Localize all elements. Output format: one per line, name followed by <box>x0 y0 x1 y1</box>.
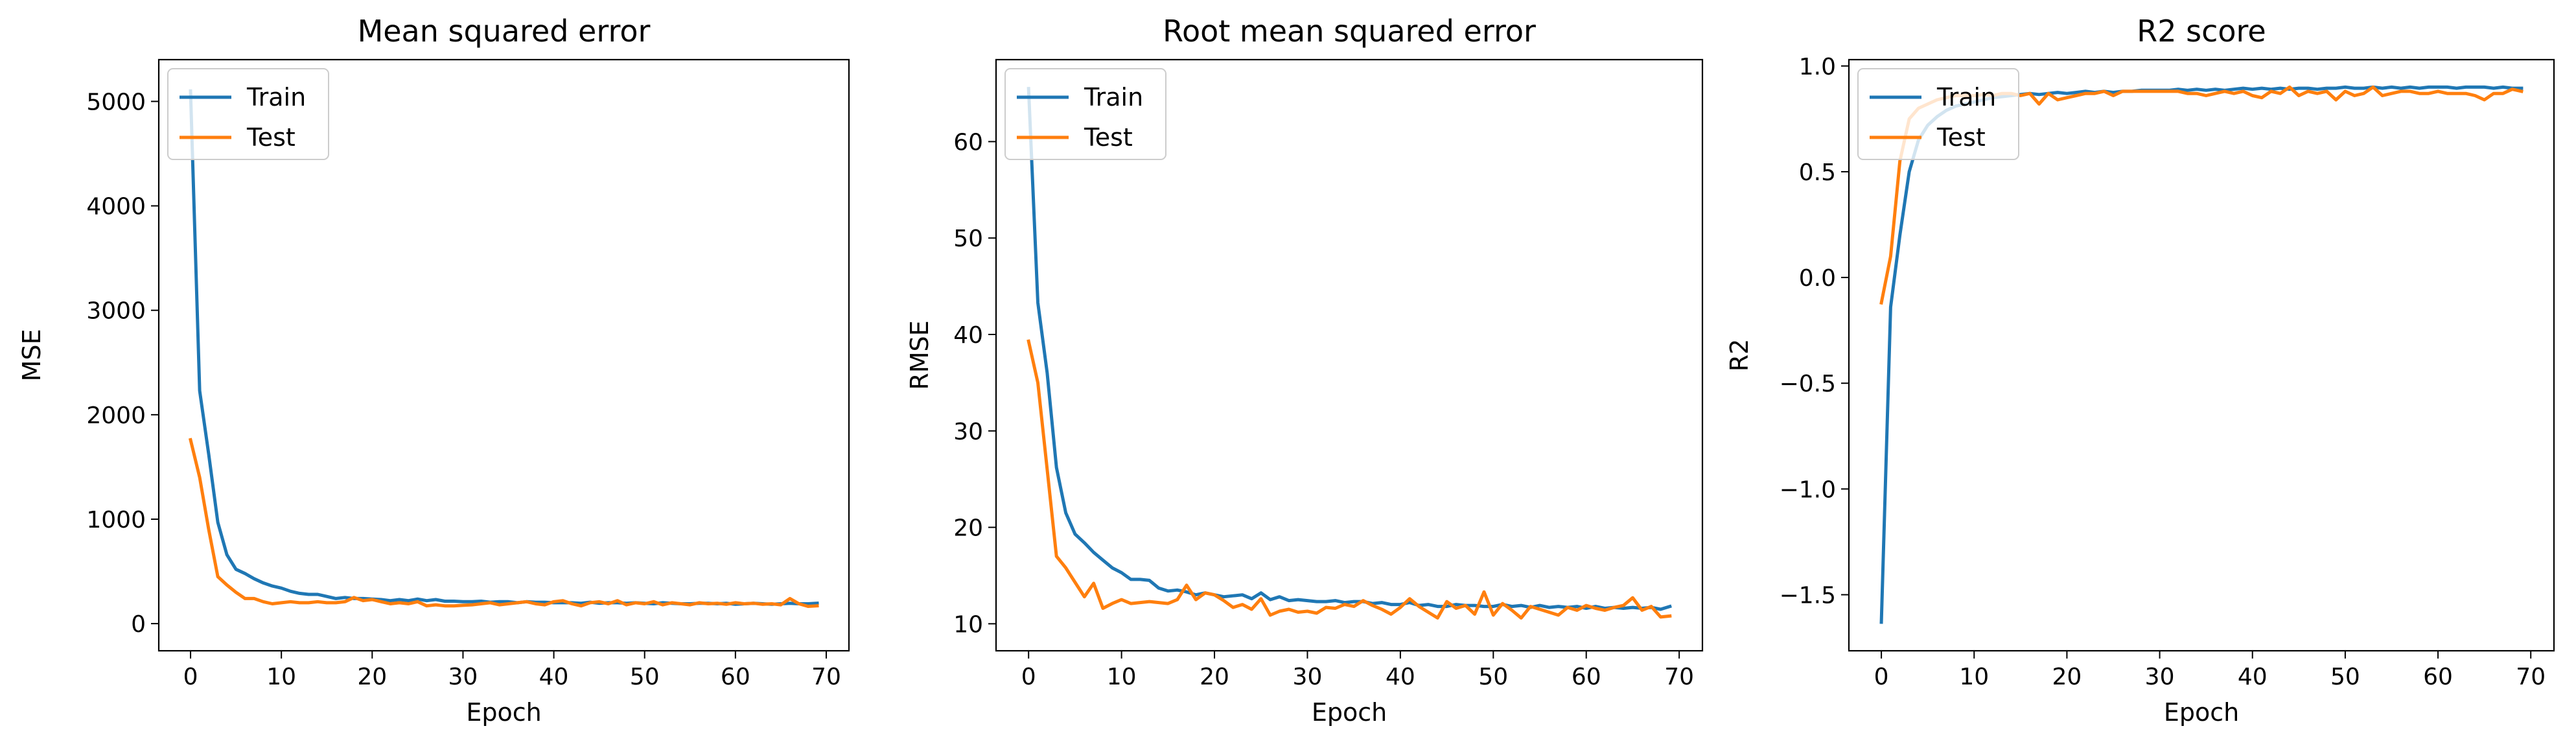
y-axis-label: MSE <box>17 329 46 382</box>
x-tick-label: 50 <box>2330 664 2360 690</box>
x-tick-label: 0 <box>1021 664 1036 690</box>
x-tick-label: 40 <box>1386 664 1415 690</box>
x-axis-label: Epoch <box>2164 698 2239 727</box>
x-tick-label: 10 <box>1107 664 1137 690</box>
y-tick-label: 0 <box>131 611 146 638</box>
y-tick-label: 1.0 <box>1799 54 1836 80</box>
y-tick-label: 30 <box>953 419 983 445</box>
y-tick-label: 1000 <box>86 507 146 533</box>
y-axis-label: RMSE <box>905 320 934 390</box>
series-line-test <box>1027 339 1672 620</box>
x-tick-label: 40 <box>2238 664 2268 690</box>
x-tick-label: 10 <box>266 664 296 690</box>
plot-frame <box>995 58 1704 652</box>
legend: Train Test <box>1004 68 1166 160</box>
x-tick-label: 70 <box>1664 664 1694 690</box>
legend-label-test: Test <box>1936 123 1986 152</box>
x-tick-label: 30 <box>2145 664 2175 690</box>
x-tick-label: 30 <box>1293 664 1323 690</box>
legend-label-train: Train <box>1936 83 1996 111</box>
x-tick-label: 50 <box>1478 664 1508 690</box>
x-tick-label: 20 <box>1200 664 1229 690</box>
y-axis-label: R2 <box>1725 339 1754 372</box>
legend-label-train: Train <box>246 83 306 111</box>
legend-label-test: Test <box>1084 123 1133 152</box>
series-line-train <box>189 89 819 606</box>
y-tick-label: −0.5 <box>1780 371 1836 397</box>
x-tick-label: 70 <box>811 664 841 690</box>
x-tick-label: 40 <box>539 664 569 690</box>
series-line-train <box>1027 86 1672 611</box>
chart-title: Mean squared error <box>358 14 651 49</box>
x-tick-label: 0 <box>1874 664 1889 690</box>
chart-panel-1: Mean squared error 0 10 20 30 40 50 60 70 0 1000 20… <box>17 14 850 727</box>
y-tick-label: 0.0 <box>1799 265 1836 292</box>
y-tick-label: 4000 <box>86 194 146 220</box>
chart-panel-2: Root mean squared error 0 10 20 30 40 50 60 70 10… <box>905 14 1704 727</box>
x-tick-label: 0 <box>183 664 198 690</box>
y-tick-label: 60 <box>953 129 983 156</box>
y-tick-label: 3000 <box>86 298 146 325</box>
series-line-test <box>188 438 819 608</box>
series-line-train <box>1879 85 2524 624</box>
x-tick-label: 20 <box>357 664 387 690</box>
x-tick-label: 60 <box>2423 664 2453 690</box>
y-tick-label: −1.5 <box>1780 583 1836 609</box>
x-tick-label: 50 <box>630 664 660 690</box>
legend: Train Test <box>1857 68 2019 160</box>
y-tick-label: 10 <box>953 611 983 638</box>
legend-label-test: Test <box>246 123 296 152</box>
y-tick-label: 20 <box>953 515 983 542</box>
x-tick-label: 10 <box>1959 664 1989 690</box>
y-tick-label: 50 <box>953 226 983 252</box>
chart-title: R2 score <box>2137 14 2266 49</box>
legend: Train Test <box>167 68 329 160</box>
chart-panel-3: R2 score 0 10 20 30 40 50 60 70 −1.5 −1.0 −0.5 0.0 0.… <box>1725 14 2555 727</box>
x-axis-label: Epoch <box>466 698 541 727</box>
legend-label-train: Train <box>1084 83 1143 111</box>
y-tick-label: 5000 <box>86 89 146 115</box>
y-tick-label: −1.0 <box>1780 476 1836 503</box>
chart-title: Root mean squared error <box>1163 14 1536 49</box>
plot-frame <box>157 58 850 652</box>
x-tick-label: 60 <box>1572 664 1601 690</box>
y-tick-label: 2000 <box>86 403 146 429</box>
x-axis-label: Epoch <box>1312 698 1387 727</box>
x-tick-label: 70 <box>2516 664 2546 690</box>
y-tick-label: 40 <box>953 322 983 349</box>
x-tick-label: 30 <box>448 664 478 690</box>
plot-frame <box>1848 58 2555 652</box>
y-tick-label: 0.5 <box>1799 159 1836 186</box>
x-tick-label: 60 <box>721 664 750 690</box>
x-tick-label: 20 <box>2052 664 2082 690</box>
